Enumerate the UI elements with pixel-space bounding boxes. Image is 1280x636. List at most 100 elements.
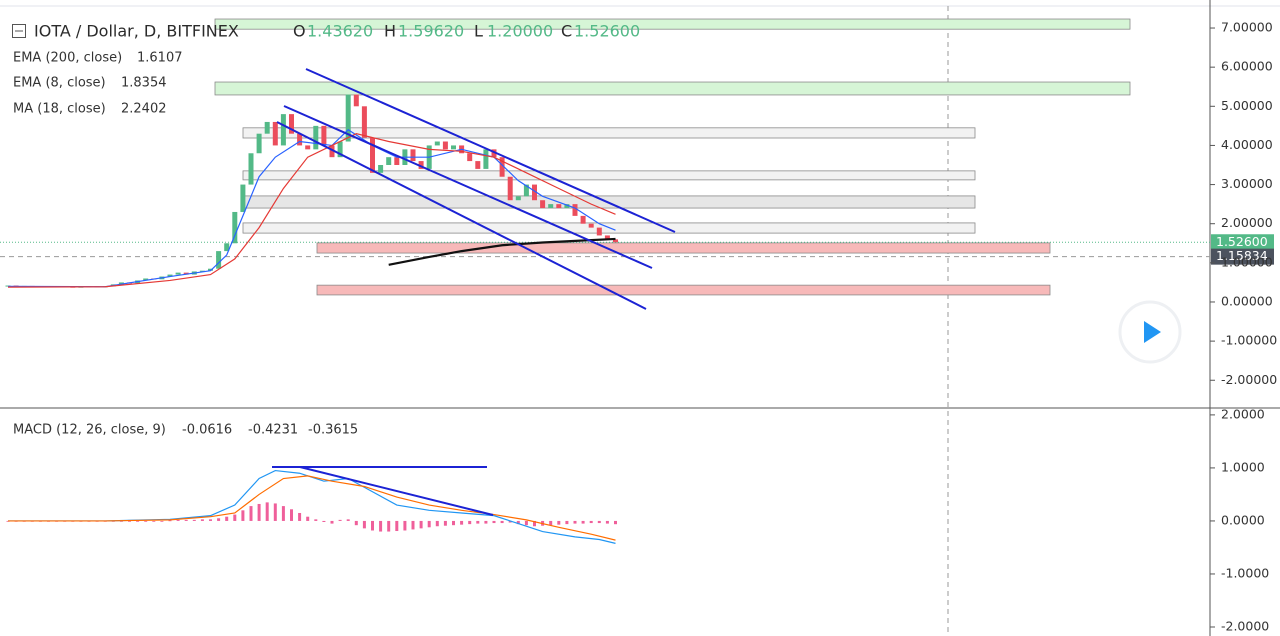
- candle: [289, 114, 294, 134]
- legend-name: EMA (200, close): [13, 51, 122, 66]
- candle: [596, 227, 602, 236]
- channel-line: [305, 68, 676, 233]
- candle: [305, 145, 311, 150]
- y-tick-label: 2.00000: [1221, 215, 1273, 230]
- price-zone: [316, 242, 1051, 254]
- candle: [556, 204, 562, 209]
- histogram-bar: [176, 519, 180, 521]
- candle: [337, 141, 343, 158]
- histogram-bar: [435, 520, 439, 527]
- histogram-bar: [225, 516, 229, 521]
- histogram-bar: [338, 519, 342, 521]
- candle: [248, 153, 254, 185]
- channel-line: [283, 105, 653, 269]
- histogram-bar: [209, 519, 212, 521]
- candle: [280, 114, 286, 146]
- histogram-bar: [136, 520, 140, 522]
- histogram-bar: [460, 520, 464, 525]
- candle: [208, 268, 213, 271]
- ohlc-key: O: [293, 22, 306, 41]
- histogram-bar: [257, 503, 261, 521]
- histogram-bar: [557, 520, 561, 525]
- histogram-bar: [362, 520, 366, 529]
- histogram-bar: [411, 520, 415, 530]
- candle: [604, 235, 610, 240]
- histogram-bar: [427, 520, 431, 528]
- candle: [199, 270, 205, 272]
- histogram-bar: [452, 520, 455, 526]
- legend-name: MA (18, close): [13, 102, 106, 117]
- candle: [442, 141, 448, 150]
- candle: [175, 272, 181, 275]
- candle: [313, 125, 319, 150]
- histogram-bar: [589, 520, 593, 524]
- histogram-bar: [573, 520, 577, 524]
- y-tick-label: 0.0000: [1221, 512, 1265, 527]
- histogram-bar: [395, 520, 399, 532]
- histogram-bar: [419, 520, 423, 529]
- histogram-bar: [346, 519, 350, 521]
- histogram-bar: [119, 520, 123, 522]
- candle: [572, 204, 578, 216]
- histogram-bar: [597, 520, 601, 524]
- candle: [467, 153, 473, 162]
- y-tick-label: 5.00000: [1221, 98, 1273, 113]
- ohlc-key: C: [561, 22, 572, 41]
- price-zone: [242, 170, 976, 181]
- histogram-bar: [379, 520, 383, 532]
- histogram-bar: [306, 516, 310, 521]
- candle: [5, 285, 11, 287]
- candle: [434, 141, 440, 146]
- candle: [451, 145, 456, 150]
- histogram-bar: [184, 519, 188, 521]
- histogram-bar: [581, 520, 585, 524]
- y-tick-label: -2.0000: [1221, 618, 1269, 633]
- candle: [118, 282, 124, 285]
- ohlc-value: 1.43620: [307, 22, 373, 41]
- candle: [532, 184, 537, 201]
- candle: [370, 137, 375, 173]
- price-marker-label: 1.15834: [1216, 248, 1268, 263]
- price-marker-label: 1.52600: [1216, 234, 1268, 249]
- indicator-line: [8, 469, 616, 544]
- play-button[interactable]: [1118, 300, 1182, 364]
- candle: [216, 251, 222, 269]
- histogram-bar: [200, 519, 204, 521]
- histogram-bar: [281, 506, 285, 521]
- histogram-bar: [314, 519, 318, 521]
- histogram-bar: [322, 520, 326, 522]
- legend-value: -0.4231: [248, 423, 298, 438]
- histogram-bar: [516, 520, 520, 525]
- y-tick-label: 4.00000: [1221, 137, 1273, 152]
- histogram-bar: [290, 509, 293, 521]
- candle: [540, 200, 546, 209]
- y-tick-label: -2.00000: [1221, 372, 1277, 387]
- candle: [523, 184, 529, 197]
- y-tick-label: 3.00000: [1221, 176, 1273, 191]
- histogram-bar: [468, 520, 472, 525]
- candle: [297, 133, 303, 146]
- y-tick-label: -1.00000: [1221, 333, 1277, 348]
- legend-value: 1.6107: [137, 51, 183, 66]
- price-zone: [214, 81, 1131, 96]
- legend-value: 2.2402: [121, 102, 167, 117]
- candle: [548, 204, 554, 209]
- price-marker: [1211, 234, 1274, 251]
- histogram-bar: [371, 520, 374, 531]
- histogram-bar: [249, 506, 253, 521]
- candle: [256, 133, 262, 154]
- candle: [240, 184, 246, 212]
- histogram-bar: [443, 520, 447, 526]
- channel-line: [276, 121, 647, 310]
- histogram-bar: [387, 520, 391, 532]
- indicator-line: [388, 237, 616, 266]
- histogram-bar: [614, 520, 617, 525]
- candle: [321, 125, 327, 146]
- candle: [410, 149, 416, 162]
- symbol-title: IOTA / Dollar, D, BITFINEX: [34, 22, 239, 41]
- indicator-line: [8, 475, 616, 541]
- candle: [232, 211, 238, 244]
- histogram-bar: [508, 520, 512, 523]
